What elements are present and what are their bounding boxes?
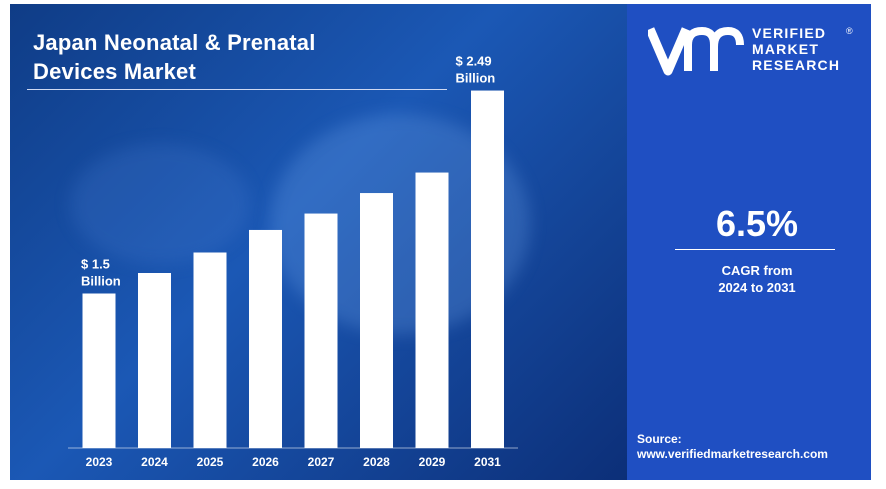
cagr-value: 6.5% bbox=[715, 203, 799, 244]
background-glow bbox=[70, 144, 250, 264]
cagr-divider bbox=[675, 249, 835, 250]
brand-line: RESEARCH bbox=[752, 57, 841, 73]
x-tick-label: 2029 bbox=[419, 455, 446, 469]
data-label: Billion bbox=[456, 71, 496, 86]
x-tick-label: 2031 bbox=[474, 455, 501, 469]
bar-2029 bbox=[415, 172, 449, 449]
vmr-logo-icon bbox=[648, 26, 744, 76]
brand-name: VERIFIED MARKET RESEARCH bbox=[752, 25, 840, 73]
data-label: Billion bbox=[81, 274, 121, 289]
title-line-1: Japan Neonatal & Prenatal bbox=[33, 30, 316, 55]
title-divider bbox=[27, 89, 447, 90]
bar-2028 bbox=[360, 193, 393, 448]
bar-2024 bbox=[138, 273, 171, 448]
source-note: Source: www.verifiedmarketresearch.com bbox=[637, 432, 828, 462]
data-label: $ 2.49 bbox=[456, 54, 492, 69]
brand-line: MARKET bbox=[752, 41, 820, 57]
data-label: $ 1.5 bbox=[81, 257, 110, 272]
brand-line: VERIFIED bbox=[752, 25, 827, 41]
summary-panel bbox=[627, 4, 871, 480]
bar-2031 bbox=[471, 90, 504, 449]
bar-2023 bbox=[82, 293, 116, 448]
registered-mark: ® bbox=[846, 26, 853, 36]
chart-title: Japan Neonatal & Prenatal Devices Market bbox=[33, 28, 316, 86]
bar-2026 bbox=[249, 229, 282, 448]
bar-2027 bbox=[304, 213, 338, 448]
cagr-label-line: CAGR from bbox=[721, 263, 793, 278]
x-tick-label: 2024 bbox=[141, 455, 168, 469]
title-line-2: Devices Market bbox=[33, 59, 197, 84]
x-tick-label: 2023 bbox=[86, 455, 113, 469]
x-tick-label: 2026 bbox=[252, 455, 279, 469]
cagr-label: CAGR from 2024 to 2031 bbox=[627, 262, 886, 296]
x-tick-label: 2028 bbox=[363, 455, 390, 469]
source-label: Source: bbox=[637, 432, 682, 446]
bar-2025 bbox=[193, 252, 227, 448]
cagr-label-line: 2024 to 2031 bbox=[718, 280, 796, 295]
x-tick-label: 2027 bbox=[308, 455, 335, 469]
source-url: www.verifiedmarketresearch.com bbox=[637, 447, 828, 461]
x-tick-label: 2025 bbox=[197, 455, 224, 469]
